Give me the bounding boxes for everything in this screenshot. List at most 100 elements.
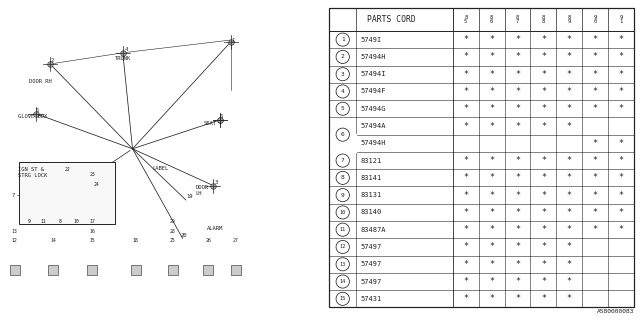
- Text: 11: 11: [41, 219, 47, 224]
- Text: *: *: [567, 70, 572, 79]
- Text: *: *: [463, 173, 468, 182]
- Text: 10: 10: [340, 210, 346, 215]
- Text: *: *: [463, 191, 468, 200]
- Text: *: *: [567, 52, 572, 61]
- Text: 8
9: 8 9: [568, 15, 571, 24]
- Text: A580000083: A580000083: [596, 308, 634, 314]
- Text: 1: 1: [341, 37, 344, 42]
- Text: *: *: [541, 191, 546, 200]
- Text: 13: 13: [340, 262, 346, 267]
- Text: 17: 17: [89, 219, 95, 224]
- Text: 8: 8: [341, 175, 344, 180]
- Text: 11: 11: [340, 227, 346, 232]
- Text: 57497: 57497: [361, 278, 382, 284]
- Text: *: *: [618, 104, 623, 113]
- Text: DOOR RH: DOOR RH: [29, 79, 52, 84]
- Text: *: *: [541, 52, 546, 61]
- Text: *: *: [463, 52, 468, 61]
- Text: 24: 24: [94, 181, 100, 187]
- Text: *: *: [541, 156, 546, 165]
- Text: 57494H: 57494H: [361, 54, 386, 60]
- Text: 57494G: 57494G: [361, 106, 386, 112]
- Text: *: *: [567, 277, 572, 286]
- Text: *: *: [515, 208, 520, 217]
- Text: *: *: [618, 87, 623, 96]
- Text: *: *: [489, 122, 494, 131]
- Text: *: *: [593, 191, 598, 200]
- Text: *: *: [463, 104, 468, 113]
- Text: 18: 18: [133, 238, 139, 243]
- Text: *: *: [541, 87, 546, 96]
- Text: 8
8: 8 8: [542, 15, 545, 24]
- Text: 57494H: 57494H: [361, 140, 386, 146]
- Text: *: *: [463, 208, 468, 217]
- Text: 5: 5: [341, 106, 344, 111]
- Text: *: *: [515, 156, 520, 165]
- Text: TRUNK: TRUNK: [115, 56, 131, 61]
- Text: *: *: [489, 35, 494, 44]
- Text: *: *: [618, 139, 623, 148]
- Text: *: *: [489, 52, 494, 61]
- Text: *: *: [593, 104, 598, 113]
- Text: 26: 26: [205, 238, 211, 243]
- Text: 57494A: 57494A: [361, 123, 386, 129]
- Text: *: *: [463, 122, 468, 131]
- Text: 57497: 57497: [361, 244, 382, 250]
- Text: *: *: [489, 243, 494, 252]
- Text: *: *: [489, 156, 494, 165]
- Text: *: *: [463, 70, 468, 79]
- Text: *: *: [489, 104, 494, 113]
- Text: 12: 12: [340, 244, 346, 250]
- Text: *: *: [567, 294, 572, 303]
- Text: *: *: [515, 35, 520, 44]
- Text: 23: 23: [89, 172, 95, 177]
- Text: *: *: [515, 191, 520, 200]
- Text: *: *: [593, 139, 598, 148]
- Text: 13: 13: [12, 228, 17, 234]
- Text: *: *: [593, 156, 598, 165]
- Text: *: *: [567, 35, 572, 44]
- Text: 19: 19: [186, 194, 193, 199]
- Text: *: *: [515, 225, 520, 234]
- Text: 28: 28: [170, 228, 176, 234]
- Text: *: *: [515, 260, 520, 269]
- Text: 83487A: 83487A: [361, 227, 386, 233]
- Text: *: *: [541, 260, 546, 269]
- Text: *: *: [593, 173, 598, 182]
- Text: *: *: [567, 191, 572, 200]
- Text: 16: 16: [89, 228, 95, 234]
- Text: *: *: [541, 35, 546, 44]
- Text: *: *: [541, 208, 546, 217]
- Text: *: *: [515, 104, 520, 113]
- Text: 25: 25: [170, 238, 176, 243]
- Text: 1: 1: [231, 37, 234, 43]
- Text: 3: 3: [341, 72, 344, 77]
- Text: *: *: [618, 191, 623, 200]
- Text: *: *: [567, 173, 572, 182]
- Text: *: *: [567, 104, 572, 113]
- Text: *: *: [618, 35, 623, 44]
- Text: 83121: 83121: [361, 157, 382, 164]
- Text: *: *: [541, 277, 546, 286]
- Text: 2: 2: [50, 58, 53, 63]
- Text: 7: 7: [12, 193, 15, 198]
- Text: *: *: [515, 122, 520, 131]
- Text: *: *: [489, 191, 494, 200]
- Text: 8
6: 8 6: [490, 15, 493, 24]
- Text: 20: 20: [181, 233, 188, 238]
- Text: 9: 9: [341, 193, 344, 198]
- Text: *: *: [618, 156, 623, 165]
- Text: 3: 3: [215, 180, 218, 185]
- Text: *: *: [515, 277, 520, 286]
- Text: *: *: [463, 35, 468, 44]
- Text: DOOR
LH: DOOR LH: [196, 185, 209, 196]
- Text: *: *: [515, 87, 520, 96]
- Text: 57431: 57431: [361, 296, 382, 302]
- Text: 22: 22: [65, 167, 71, 172]
- Text: *: *: [541, 104, 546, 113]
- Text: *: *: [541, 70, 546, 79]
- Text: *: *: [618, 225, 623, 234]
- Text: *: *: [489, 260, 494, 269]
- Text: 83140: 83140: [361, 209, 382, 215]
- Text: *: *: [567, 225, 572, 234]
